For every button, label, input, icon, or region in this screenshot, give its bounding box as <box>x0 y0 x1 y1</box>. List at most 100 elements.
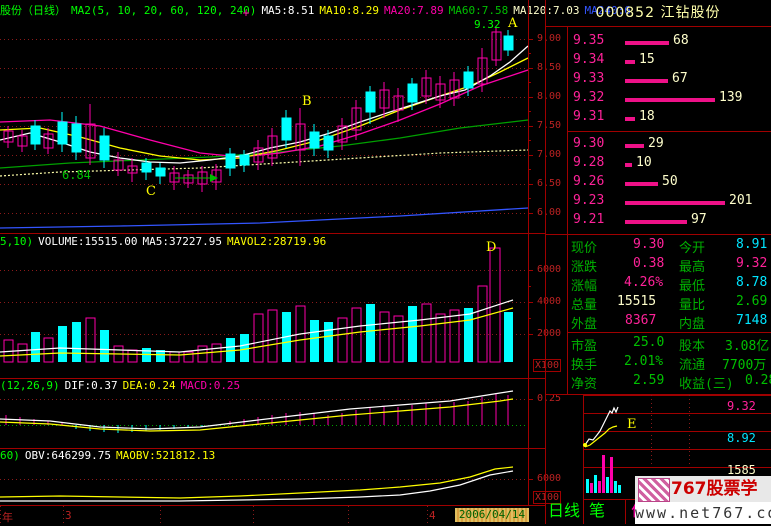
volume-value: VOLUME:15515.00 <box>38 235 138 248</box>
ma240-value: MA240:6 <box>584 4 631 17</box>
dea-value: DEA:0.24 <box>122 379 176 392</box>
bid-volume-bar <box>625 220 687 224</box>
marker-e: E <box>627 417 637 432</box>
volume-axis-label: 6000 <box>537 264 562 275</box>
date-label-year: 年 <box>2 511 13 524</box>
ask-price: 9.35 <box>573 33 605 48</box>
obv-params-label: 60) <box>0 449 20 462</box>
ask-volume-bar <box>625 41 669 45</box>
stat-label: 内盘 <box>679 317 706 332</box>
last-price-tag: 9.32 <box>474 18 501 31</box>
ma20-value: MA20:7.89 <box>384 4 444 17</box>
bid-volume-bar <box>625 201 725 205</box>
main-price-panel[interactable]: 股份（日线） MA2(5, 10, 20, 60, 120, 240) MA5:8.… <box>0 0 631 233</box>
marker-b: B <box>302 94 312 109</box>
stat-value: 2.59 <box>633 373 665 388</box>
bid-level-row[interactable]: 9.26 50 <box>545 174 771 193</box>
bid-price: 9.28 <box>573 155 605 170</box>
marker-d: D <box>486 240 497 255</box>
quote-panel: 000852 江钻股份 9.35 68 9.34 15 9.33 67 9.32… <box>545 0 771 524</box>
watermark-title-text: 767股票学习网 <box>671 479 758 499</box>
ask-volume-bar <box>625 117 635 121</box>
price-axis-label: 7.00 <box>537 149 562 160</box>
intraday-high-label: 9.32 <box>727 399 756 413</box>
stat-label: 流通 <box>679 358 706 373</box>
stat-value: 7148 <box>736 313 768 328</box>
obv-panel[interactable]: 60) OBV:646299.75 MAOBV:521812.13 6000 X10… <box>0 449 562 505</box>
tab-ticks[interactable]: 笔 <box>589 501 606 520</box>
stat-label: 市盈 <box>571 339 598 354</box>
bid-volume: 97 <box>691 212 707 227</box>
marker-c: C <box>146 184 156 199</box>
stat-value: 9.32 <box>736 256 768 271</box>
date-label-3: 3 <box>65 509 72 522</box>
volume-header: 5,10) VOLUME:15515.00 MA5:37227.95 MAVOL2:2… <box>0 235 331 248</box>
bid-level-row[interactable]: 9.23 201 <box>545 193 771 212</box>
macd-params-label: (12,26,9) <box>0 379 60 392</box>
intraday-plot <box>583 406 621 493</box>
price-axis-label: 8.50 <box>537 62 562 73</box>
stat-label: 收益(三) <box>679 377 734 392</box>
bid-volume: 50 <box>662 174 678 189</box>
stat-label: 量比 <box>679 298 706 313</box>
stat-label: 总量 <box>571 298 598 313</box>
low-price-annotation: 6.84 <box>62 168 91 182</box>
bid-price: 9.26 <box>573 174 605 189</box>
price-axis-label: 7.50 <box>537 120 562 131</box>
price-axis-label: 9.00 <box>537 33 562 44</box>
bid-level-row[interactable]: 9.21 97 <box>545 212 771 231</box>
ask-volume: 15 <box>639 52 655 67</box>
volume-plot <box>0 247 514 363</box>
watermark-url: www.net767.com <box>635 502 771 524</box>
stat-value: 2.69 <box>736 294 768 309</box>
stat-label: 今开 <box>679 241 706 256</box>
stat-label: 股本 <box>679 339 706 354</box>
ask-level-row[interactable]: 9.31 18 <box>545 109 771 128</box>
symbol-code: 000852 <box>595 5 655 21</box>
selected-date-highlight[interactable]: 2006/04/14 <box>455 508 529 522</box>
macd-panel[interactable]: (12,26,9) DIF:0.37 DEA:0.24 MACD:0.25 <box>0 379 561 448</box>
tab-daily[interactable]: 日线 <box>548 501 581 520</box>
bid-volume-bar <box>625 144 644 148</box>
volume-mavol2-value: MAVOL2:28719.96 <box>226 235 327 248</box>
symbol-title: 000852 江钻股份 <box>545 2 771 22</box>
bid-volume-bar <box>625 182 658 186</box>
ask-level-row[interactable]: 9.32 139 <box>545 90 771 109</box>
bid-price: 9.23 <box>573 193 605 208</box>
ask-level-row[interactable]: 9.33 67 <box>545 71 771 90</box>
bid-volume: 10 <box>636 155 652 170</box>
bid-level-row[interactable]: 9.28 10 <box>545 155 771 174</box>
stat-label: 现价 <box>571 241 598 256</box>
bid-price: 9.30 <box>573 136 605 151</box>
stat-label: 最高 <box>679 260 706 275</box>
watermark: 767股票学习网 www.net767.com <box>635 476 771 526</box>
ask-price: 9.31 <box>573 109 605 124</box>
stat-value: 15515 <box>617 294 657 309</box>
volume-axis-label: 4000 <box>537 296 562 307</box>
bid-volume: 201 <box>729 193 753 208</box>
macd-plot <box>0 390 514 433</box>
bid-level-row[interactable]: 9.30 29 <box>545 136 771 155</box>
ma5-value: MA5:8.51 <box>261 4 315 17</box>
watermark-logo-icon <box>638 478 670 502</box>
obv-axis-label: 6000 <box>537 473 562 484</box>
stat-value: 8367 <box>625 313 657 328</box>
volume-params-label: 5,10) <box>0 235 34 248</box>
ask-level-row[interactable]: 9.35 68 <box>545 33 771 52</box>
ask-volume-bar <box>625 60 635 64</box>
ask-volume: 139 <box>719 90 743 105</box>
ask-price: 9.33 <box>573 71 605 86</box>
intraday-volume-label: 1585 <box>727 463 756 477</box>
volume-ma5-value: MA5:37227.95 <box>142 235 222 248</box>
stat-label: 净资 <box>571 377 598 392</box>
symbol-period-label: 股份（日线） <box>0 4 66 17</box>
bid-volume-bar <box>625 163 632 167</box>
ask-volume-bar <box>625 79 668 83</box>
obv-plot <box>0 466 514 502</box>
ask-level-row[interactable]: 9.34 15 <box>545 52 771 71</box>
ask-volume: 18 <box>639 109 655 124</box>
volume-panel[interactable]: 5,10) VOLUME:15515.00 MA5:37227.95 MAVOL2:2… <box>0 234 562 378</box>
watermark-title: 767股票学习网 <box>635 476 771 502</box>
obv-header: 60) OBV:646299.75 MAOBV:521812.13 <box>0 449 220 462</box>
